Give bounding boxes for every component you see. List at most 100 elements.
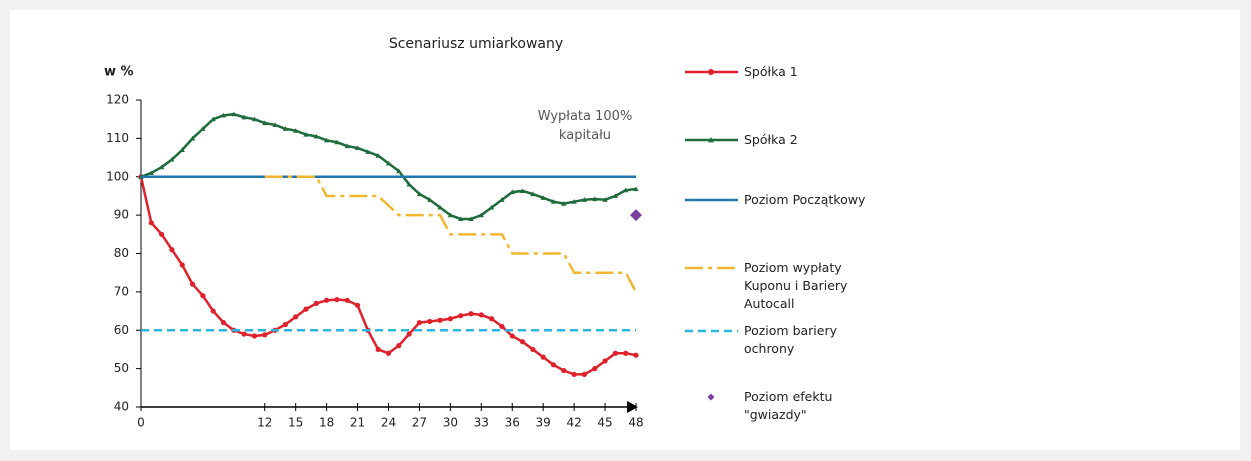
point (385, 160, 392, 166)
point (262, 120, 268, 126)
point (313, 133, 319, 139)
point (633, 352, 639, 358)
y-tick-label: 50 (114, 361, 129, 375)
chart-title: Scenariusz umiarkowany (389, 36, 563, 52)
y-tick-label: 120 (106, 93, 129, 107)
point (148, 170, 154, 175)
point (581, 371, 588, 377)
point (272, 122, 278, 128)
point (416, 191, 423, 197)
point (169, 156, 175, 162)
point (509, 189, 515, 195)
point (416, 319, 423, 326)
point (396, 168, 402, 174)
point (406, 181, 412, 187)
point (447, 212, 453, 218)
point (354, 302, 361, 308)
point (406, 331, 412, 337)
point (313, 300, 319, 306)
point (592, 366, 598, 372)
point (303, 131, 309, 137)
x-tick-label: 18 (319, 416, 334, 430)
point (550, 362, 557, 368)
point (707, 393, 715, 401)
y-tick-label: 90 (114, 208, 129, 222)
point (499, 197, 505, 202)
point (489, 316, 495, 322)
point (354, 145, 361, 151)
point (210, 308, 216, 314)
y-tick-label: 80 (114, 246, 129, 260)
point (478, 212, 484, 218)
point (623, 350, 629, 356)
point (200, 293, 206, 299)
x-tick-label: 42 (566, 416, 581, 430)
legend-label: Spółka 1 (744, 64, 798, 79)
point (592, 196, 598, 202)
point (447, 316, 453, 322)
legend-label: Poziom efektu "gwiazdy" (744, 389, 833, 422)
point (262, 332, 268, 338)
point (385, 350, 392, 356)
point (571, 371, 577, 377)
point (468, 311, 474, 317)
panel (10, 10, 1240, 450)
point (540, 354, 546, 360)
y-tick-label: 60 (114, 323, 129, 337)
point (623, 187, 629, 193)
point (293, 314, 299, 320)
point (499, 323, 505, 330)
point (427, 197, 433, 202)
x-tick-label: 27 (412, 416, 427, 430)
legend-label: Poziom Początkowy (744, 192, 866, 207)
point (179, 147, 185, 152)
point (293, 128, 299, 133)
point (189, 135, 196, 141)
point (602, 197, 608, 202)
point (519, 339, 526, 345)
point (458, 313, 464, 319)
x-tick-label: 45 (597, 416, 612, 430)
point (489, 204, 495, 210)
point (334, 139, 340, 145)
x-tick-label: 39 (536, 416, 551, 430)
point (509, 333, 515, 339)
point (561, 367, 567, 374)
point (375, 346, 381, 353)
y-tick-label: 110 (106, 131, 129, 145)
point (169, 247, 175, 253)
point (458, 216, 464, 222)
series-line (264, 175, 638, 293)
point (540, 195, 546, 200)
point (324, 297, 330, 303)
legend-label: Spółka 2 (744, 132, 798, 147)
legend-label: Poziom bariery ochrony (744, 323, 838, 356)
point (708, 137, 714, 143)
x-axis-arrow (627, 401, 638, 413)
point (179, 262, 185, 268)
x-tick-label: 0 (137, 416, 145, 430)
point (220, 112, 227, 118)
point (159, 231, 165, 237)
point (220, 319, 227, 326)
point (612, 193, 618, 199)
point (468, 216, 474, 222)
point (344, 297, 350, 303)
point (148, 220, 154, 226)
point (282, 321, 288, 328)
y-tick-label: 70 (114, 284, 129, 298)
point (571, 199, 577, 204)
point (561, 201, 567, 206)
point (334, 296, 340, 303)
x-tick-label: 21 (350, 416, 365, 430)
annotation: Wypłata 100% kapitału (537, 109, 633, 143)
x-tick-label: 48 (628, 416, 643, 430)
x-tick-label: 30 (443, 416, 458, 430)
point (303, 306, 309, 312)
point (189, 281, 196, 287)
legend-label: Poziom wypłaty Kuponu i Bariery Autocall (744, 260, 848, 311)
point (437, 204, 443, 210)
x-tick-label: 12 (257, 416, 272, 430)
point (241, 331, 247, 337)
